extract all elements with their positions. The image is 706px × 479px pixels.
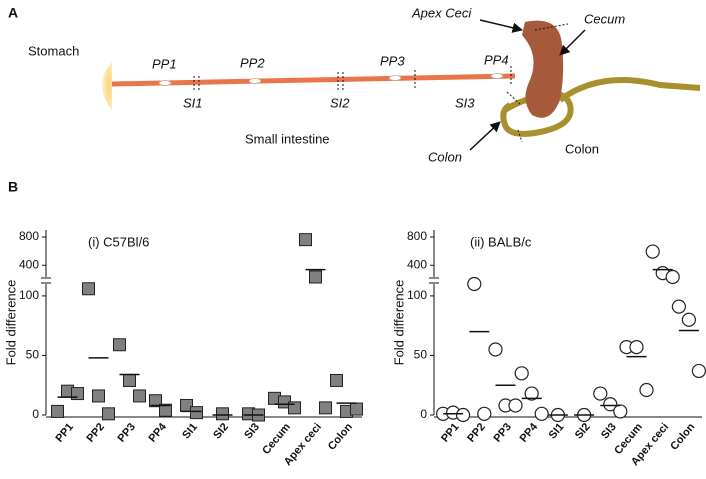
data-point	[92, 389, 105, 403]
x-tick-label: Colon	[326, 421, 355, 453]
data-point	[477, 406, 492, 421]
x-tick-label: PP2	[465, 421, 488, 445]
data-point	[593, 386, 608, 401]
y-axis-label: Fold difference	[391, 280, 406, 366]
y-tick-label: 400	[407, 257, 427, 271]
y-tick-label: 800	[407, 229, 427, 243]
x-tick-label: PP2	[84, 421, 107, 445]
data-point	[216, 407, 229, 421]
small-intestine-shape	[111, 73, 516, 87]
y-tick-label: 100	[407, 288, 427, 302]
patch-marks	[158, 73, 504, 86]
data-point	[159, 403, 172, 417]
x-tick-label: SI2	[211, 421, 231, 441]
label: Cecum	[584, 11, 625, 26]
data-point	[613, 404, 628, 419]
data-point	[645, 244, 660, 259]
data-point	[299, 233, 312, 247]
data-point	[524, 386, 539, 401]
label: PP1	[152, 56, 177, 71]
x-tick-label: Colon	[668, 421, 697, 453]
panel-label: B	[8, 179, 18, 195]
label: SI3	[455, 95, 475, 110]
y-tick-label: 0	[420, 407, 427, 421]
y-tick-label: 0	[32, 407, 39, 421]
label: Apex Ceci	[411, 5, 472, 20]
x-tick-label: PP3	[491, 421, 514, 445]
data-point	[665, 269, 680, 285]
arrow	[559, 29, 586, 56]
label: Colon	[428, 149, 462, 164]
data-point	[51, 404, 64, 418]
data-point	[113, 338, 126, 352]
segment-cuts	[193, 23, 569, 143]
data-point	[319, 401, 332, 415]
label: SI2	[330, 95, 350, 110]
label: SI1	[183, 95, 203, 110]
data-point	[534, 406, 549, 421]
label: PP2	[240, 55, 265, 70]
data-point	[456, 407, 471, 423]
data-point	[123, 373, 136, 387]
y-axis-label: Fold difference	[3, 280, 18, 366]
x-tick-label: SI1	[547, 421, 567, 441]
diagram: Stomach Small intestine PP1 PP2 PP3 PP4 …	[28, 5, 701, 164]
x-tick-label: PP4	[518, 420, 541, 444]
data-point	[467, 276, 482, 292]
arrow	[469, 121, 501, 151]
data-point	[133, 389, 146, 403]
data-point	[639, 382, 654, 398]
label: Small intestine	[245, 131, 330, 146]
y-tick-label: 50	[414, 348, 428, 362]
data-point	[102, 407, 115, 421]
data-point	[309, 270, 322, 284]
y-tick-label: 400	[19, 257, 39, 271]
label: Colon	[565, 141, 599, 156]
label: PP4	[484, 52, 509, 67]
x-tick-label: SI2	[573, 421, 593, 441]
x-tick-label: PP1	[53, 421, 76, 445]
x-tick-label: PP1	[439, 421, 462, 445]
y-tick-label: 50	[26, 348, 40, 362]
data-point	[508, 398, 523, 413]
panel-label: A	[8, 5, 18, 21]
label: Stomach	[28, 43, 79, 58]
data-point	[681, 312, 697, 327]
data-point	[190, 406, 203, 420]
label: PP3	[380, 53, 405, 68]
data-point	[350, 402, 363, 416]
stomach-shape	[102, 62, 112, 110]
data-point	[514, 366, 529, 381]
x-tick-label: SI1	[180, 421, 200, 441]
data-point	[149, 394, 162, 408]
cecum-shape	[522, 20, 564, 118]
data-point	[488, 342, 503, 357]
x-tick-label: PP4	[146, 420, 169, 444]
y-tick-label: 800	[19, 229, 39, 243]
y-tick-label: 100	[19, 288, 39, 302]
data-point	[330, 373, 343, 387]
data-point	[671, 299, 687, 314]
data-point	[82, 282, 95, 296]
x-tick-label: PP3	[115, 421, 138, 445]
data-point	[603, 397, 618, 412]
data-point	[629, 340, 644, 355]
chart-title: (i) C57Bl/6	[88, 234, 149, 249]
chart-title: (ii) BALB/c	[470, 234, 532, 249]
arrow	[479, 19, 524, 33]
x-tick-label: SI3	[242, 421, 262, 441]
data-point	[691, 363, 706, 379]
x-tick-label: SI3	[599, 421, 619, 441]
